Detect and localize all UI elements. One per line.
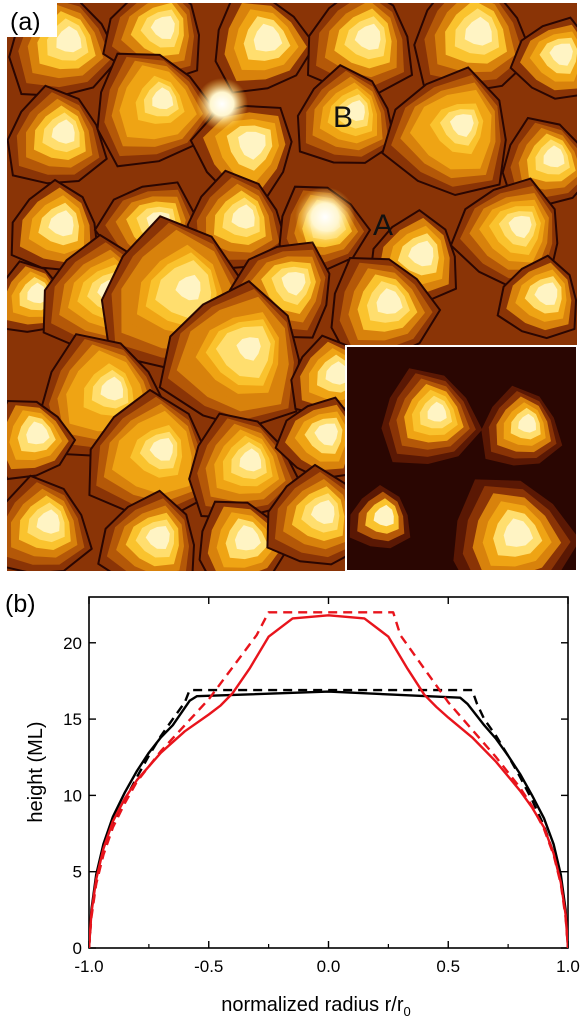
island-terrace — [281, 272, 306, 296]
y-axis-label: height (ML) — [25, 721, 47, 822]
bright-spot-b — [196, 78, 248, 130]
island-terrace — [408, 240, 434, 267]
y-tick-label: 20 — [63, 634, 82, 653]
inset-island-terrace — [427, 401, 447, 422]
inset-image — [345, 345, 578, 572]
island-terrace — [376, 288, 403, 314]
island-terrace — [549, 43, 573, 66]
x-tick-label: -0.5 — [194, 957, 223, 976]
island-terrace — [51, 119, 75, 144]
island-terrace — [149, 438, 173, 461]
island-terrace — [231, 204, 255, 229]
island-terrace — [314, 423, 338, 446]
island-terrace — [100, 376, 123, 401]
tick-label-layer: -1.0 -0.5 0.0 0.5 1.0 0 5 10 15 20 — [63, 634, 580, 976]
inset-island-terrace — [503, 518, 534, 547]
x-tick-label: 0.5 — [436, 957, 460, 976]
y-tick-label: 5 — [73, 863, 82, 882]
panel-a-label-bg — [7, 3, 57, 37]
y-tick-label: 15 — [63, 710, 82, 729]
island-terrace — [354, 23, 381, 50]
panel-b-label: (b) — [5, 590, 36, 618]
island-terrace — [310, 500, 335, 524]
inset-islands-layer — [349, 368, 577, 571]
island-terrace — [152, 87, 174, 110]
island-terrace — [26, 421, 50, 445]
island-terrace — [27, 282, 47, 304]
x-tick-label: 0.0 — [317, 957, 341, 976]
black-solid-line — [89, 690, 568, 948]
island-terrace — [48, 210, 74, 237]
x-tick-label: 1.0 — [556, 957, 580, 976]
island-terrace — [543, 145, 565, 168]
island-terrace — [238, 131, 266, 160]
island-terrace — [534, 282, 558, 305]
y-tick-label: 0 — [73, 939, 82, 958]
island-terrace — [56, 26, 82, 53]
island-terrace — [36, 509, 60, 534]
inset-island-terrace — [373, 504, 394, 527]
y-tick-label: 10 — [63, 786, 82, 805]
series-layer — [89, 611, 568, 948]
inset-island-terrace — [518, 413, 536, 433]
island-terrace — [236, 337, 261, 361]
x-axis-label-main: normalized radius r/r — [221, 994, 404, 1016]
island-terrace — [239, 448, 262, 472]
x-tick-label: -1.0 — [74, 957, 103, 976]
stm-image-panel — [7, 3, 577, 571]
island-terrace — [150, 16, 175, 39]
chart: -1.0 -0.5 0.0 0.5 1.0 0 5 10 15 20 normalized rad… — [25, 596, 580, 1019]
island-label-b: B — [333, 101, 353, 134]
inset-border — [345, 345, 578, 572]
island-terrace — [344, 100, 365, 121]
island-terrace — [253, 23, 283, 52]
x-axis-label-subscript: 0 — [404, 1004, 411, 1019]
x-axis-label: normalized radius r/r0 — [221, 994, 411, 1019]
island-label-a: A — [373, 209, 393, 242]
island-terrace — [325, 361, 348, 385]
plot-frame — [88, 596, 569, 949]
black-dashed-line — [89, 688, 568, 948]
bright-spot-a — [295, 187, 355, 247]
island-terrace — [234, 525, 261, 551]
panel-a-label: (a) — [10, 8, 41, 36]
island-terrace — [508, 215, 532, 239]
red-dashed-line — [89, 611, 568, 948]
red-solid-line — [89, 614, 568, 948]
island-terrace — [145, 526, 170, 549]
tick-layer — [88, 597, 569, 949]
island-terrace — [464, 16, 492, 46]
island-terrace — [449, 114, 474, 137]
island-terrace — [175, 274, 201, 301]
